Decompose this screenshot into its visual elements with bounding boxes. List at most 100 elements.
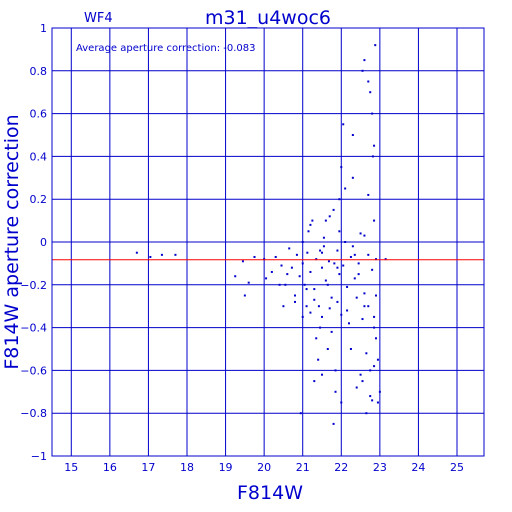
data-point [346, 285, 349, 288]
annotation-text: Average aperture correction: -0.083 [76, 43, 256, 54]
y-tick-label: −0.6 [20, 364, 47, 377]
y-tick-label: 0 [40, 236, 47, 249]
data-point [333, 262, 336, 265]
data-point [311, 219, 314, 222]
data-point [315, 258, 318, 261]
data-point [263, 258, 266, 261]
data-point [363, 292, 366, 295]
data-point [363, 234, 366, 237]
data-point [357, 262, 360, 265]
y-axis-title: F814W aperture correction [1, 114, 23, 369]
data-point [243, 294, 246, 297]
y-tick-label: −0.2 [20, 279, 47, 292]
data-point [241, 260, 244, 263]
y-tick-label: −0.4 [20, 322, 47, 335]
data-point [353, 277, 356, 280]
data-point [346, 309, 349, 312]
data-point [375, 337, 377, 340]
data-point [324, 219, 327, 222]
data-point [369, 91, 372, 94]
data-point [338, 273, 341, 276]
data-point [373, 315, 376, 318]
data-point [334, 390, 337, 393]
data-point [321, 251, 323, 254]
data-point [369, 395, 372, 398]
data-point [324, 279, 327, 282]
data-point [363, 305, 366, 308]
data-point [299, 412, 302, 415]
data-point [338, 198, 341, 201]
y-tick-labels: −1 −0.8 −0.6 −0.4 −0.2 0 0.2 0.4 0.6 0.8 1 [20, 22, 47, 463]
data-point [278, 283, 281, 286]
data-point [361, 69, 364, 72]
data-point [319, 249, 322, 252]
y-tick-label: 0.8 [30, 65, 48, 78]
data-point [376, 358, 379, 361]
x-tick-label: 15 [64, 461, 78, 474]
data-point [280, 264, 283, 267]
data-point [301, 262, 304, 265]
data-point [349, 255, 352, 258]
data-point [375, 258, 377, 261]
data-points [135, 44, 387, 425]
data-point [374, 44, 377, 47]
chart-title: m31_u4woc6 [205, 7, 331, 29]
x-tick-label: 16 [103, 461, 117, 474]
data-point [351, 245, 354, 248]
data-point [344, 187, 347, 190]
data-point [384, 258, 387, 261]
data-point [375, 294, 377, 297]
y-tick-label: 0.4 [30, 150, 48, 163]
data-point [319, 326, 322, 329]
data-point [351, 176, 354, 179]
y-tick-label: 0.2 [30, 193, 48, 206]
data-point [330, 296, 333, 299]
data-point [321, 266, 323, 269]
data-point [371, 112, 374, 115]
data-point [361, 318, 364, 321]
data-point [371, 399, 374, 402]
data-point [309, 223, 312, 226]
data-point [334, 369, 337, 372]
data-point [336, 266, 339, 269]
data-point [327, 260, 330, 263]
data-point [295, 253, 298, 256]
data-point [340, 166, 343, 169]
x-tick-label: 22 [334, 461, 348, 474]
y-tick-label: −1 [31, 450, 47, 463]
data-point [359, 373, 362, 376]
data-point [321, 373, 323, 376]
data-point [305, 288, 308, 291]
data-point [306, 251, 309, 254]
data-point [359, 232, 362, 235]
data-point [367, 253, 370, 256]
data-point [247, 281, 250, 284]
data-point [309, 311, 312, 314]
data-point [305, 305, 308, 308]
data-point [301, 241, 304, 243]
data-point [313, 380, 316, 383]
data-point [340, 313, 343, 316]
data-point [322, 236, 325, 239]
data-point [373, 144, 376, 147]
data-point [332, 422, 335, 425]
data-point [336, 300, 339, 303]
plot-frame [51, 27, 485, 457]
x-tick-label: 21 [296, 461, 310, 474]
data-point [355, 296, 358, 299]
data-point [336, 249, 339, 252]
data-point [286, 273, 289, 276]
data-point [355, 386, 358, 389]
data-point [301, 315, 304, 318]
x-axis-title: F814W [237, 482, 303, 504]
data-point [367, 193, 370, 196]
data-point [351, 134, 354, 136]
data-point [376, 401, 379, 404]
x-tick-label: 17 [141, 461, 155, 474]
data-point [294, 294, 296, 297]
data-point [174, 253, 177, 256]
x-tick-label: 25 [450, 461, 464, 474]
data-point [367, 305, 370, 308]
data-point [322, 245, 325, 248]
chip-label: WF4 [84, 11, 113, 26]
